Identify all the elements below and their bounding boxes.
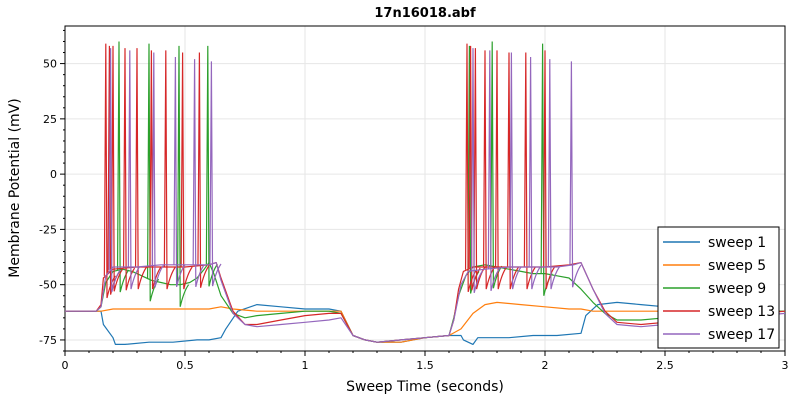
y-tick-label: -25 bbox=[39, 223, 57, 236]
legend-label: sweep 9 bbox=[708, 281, 766, 297]
x-tick-label: 2.5 bbox=[656, 359, 674, 372]
spike-mark bbox=[509, 52, 522, 290]
spike-mark bbox=[523, 52, 536, 290]
y-tick-label: -75 bbox=[39, 334, 57, 347]
x-tick-label: 3 bbox=[782, 359, 789, 372]
legend-item: sweep 9 bbox=[663, 281, 766, 297]
spike-mark bbox=[149, 50, 162, 290]
x-axis-label: Sweep Time (seconds) bbox=[346, 379, 504, 395]
spike-mark bbox=[506, 52, 520, 290]
axes: 0 0.5 1 1.5 2 2.5 3 -75 -50 -25 0 25 50 bbox=[39, 29, 789, 372]
spike-mark bbox=[151, 52, 164, 288]
spike-mark bbox=[176, 45, 190, 307]
spike-mark bbox=[110, 45, 124, 292]
spike-mark bbox=[470, 48, 484, 294]
spike-mark bbox=[134, 48, 148, 290]
legend-item: sweep 17 bbox=[663, 327, 775, 343]
legend-label: sweep 13 bbox=[708, 304, 775, 320]
spike-mark bbox=[108, 48, 121, 293]
spike-mark bbox=[547, 59, 560, 290]
x-tick-label: 0 bbox=[62, 359, 69, 372]
x-tick-label: 1 bbox=[302, 359, 309, 372]
x-tick-label: 0.5 bbox=[176, 359, 194, 372]
spike-mark bbox=[205, 45, 218, 287]
spike-mark bbox=[464, 43, 478, 292]
y-axis-label: Membrane Potential (mV) bbox=[7, 98, 23, 277]
series-sweep-17 bbox=[65, 48, 786, 343]
chart-title: 17n16018.abf bbox=[374, 6, 476, 21]
y-tick-label: 0 bbox=[50, 168, 57, 181]
y-tick-label: 50 bbox=[43, 58, 57, 71]
spike-mark bbox=[122, 48, 136, 291]
spike-mark bbox=[180, 52, 193, 290]
series-layer bbox=[65, 41, 786, 345]
spike-mark bbox=[494, 50, 508, 290]
spike-mark bbox=[197, 52, 210, 288]
spike-mark bbox=[173, 56, 186, 288]
spike-mark bbox=[192, 59, 205, 288]
spike-mark bbox=[163, 50, 176, 290]
y-tick-label: -50 bbox=[39, 279, 57, 292]
spike-mark bbox=[127, 50, 140, 290]
spike-mark bbox=[569, 61, 582, 288]
legend-label: sweep 5 bbox=[708, 258, 766, 274]
legend-item: sweep 1 bbox=[663, 235, 766, 251]
legend-label: sweep 1 bbox=[708, 235, 766, 251]
legend-item: sweep 13 bbox=[663, 304, 775, 320]
spike-mark bbox=[487, 50, 500, 291]
spike-mark bbox=[146, 43, 160, 302]
spike-mark bbox=[542, 50, 556, 290]
spike-mark bbox=[209, 61, 222, 287]
x-tick-label: 2 bbox=[542, 359, 549, 372]
y-tick-label: 25 bbox=[43, 113, 57, 126]
spike-mark bbox=[116, 41, 130, 293]
spike-mark bbox=[528, 56, 541, 290]
legend-item: sweep 5 bbox=[663, 258, 766, 274]
x-tick-label: 1.5 bbox=[416, 359, 434, 372]
legend-label: sweep 17 bbox=[708, 327, 775, 343]
legend: sweep 1 sweep 5 sweep 9 sweep 13 sweep 17 bbox=[657, 226, 780, 349]
